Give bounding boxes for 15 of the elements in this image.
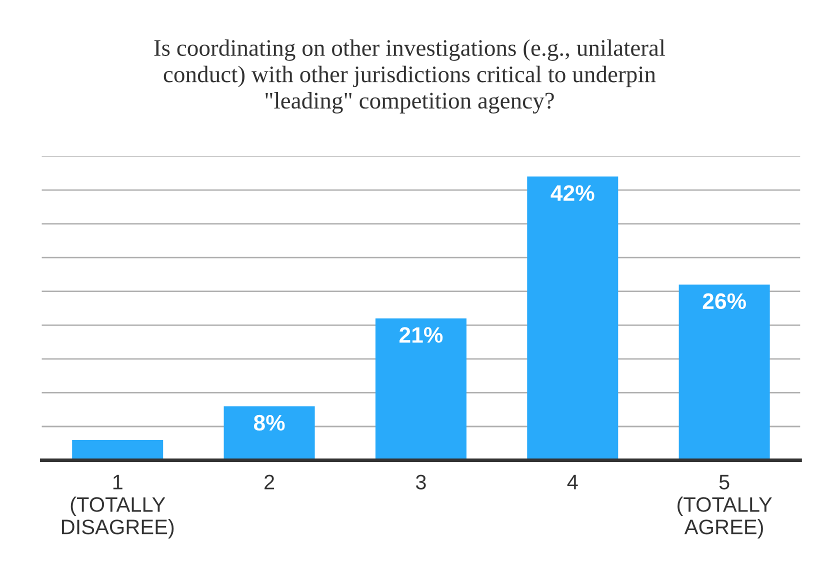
- bar: [375, 318, 466, 460]
- bar: [224, 406, 315, 460]
- data-label: 21%: [400, 327, 443, 343]
- data-label: 26%: [702, 293, 746, 310]
- data-label: 42%: [550, 185, 594, 201]
- bar: [678, 284, 770, 460]
- x-tick-label: 4: [567, 474, 578, 490]
- bar: [72, 440, 164, 460]
- data-label: 8%: [254, 414, 285, 431]
- x-tick-label: 2: [264, 474, 274, 490]
- bar: [527, 176, 618, 460]
- x-tick-label: 5 (TOTALLY AGREE): [678, 474, 772, 538]
- chart-title: Is coordinating on other investigations (e.g., unilateral conduct) with other jurisdictions critical to underpin "leading" competition agency?: [154, 39, 666, 114]
- x-tick-label: 3: [416, 474, 426, 490]
- x-tick-label: 1 (TOTALLY DISAGREE): [62, 474, 174, 538]
